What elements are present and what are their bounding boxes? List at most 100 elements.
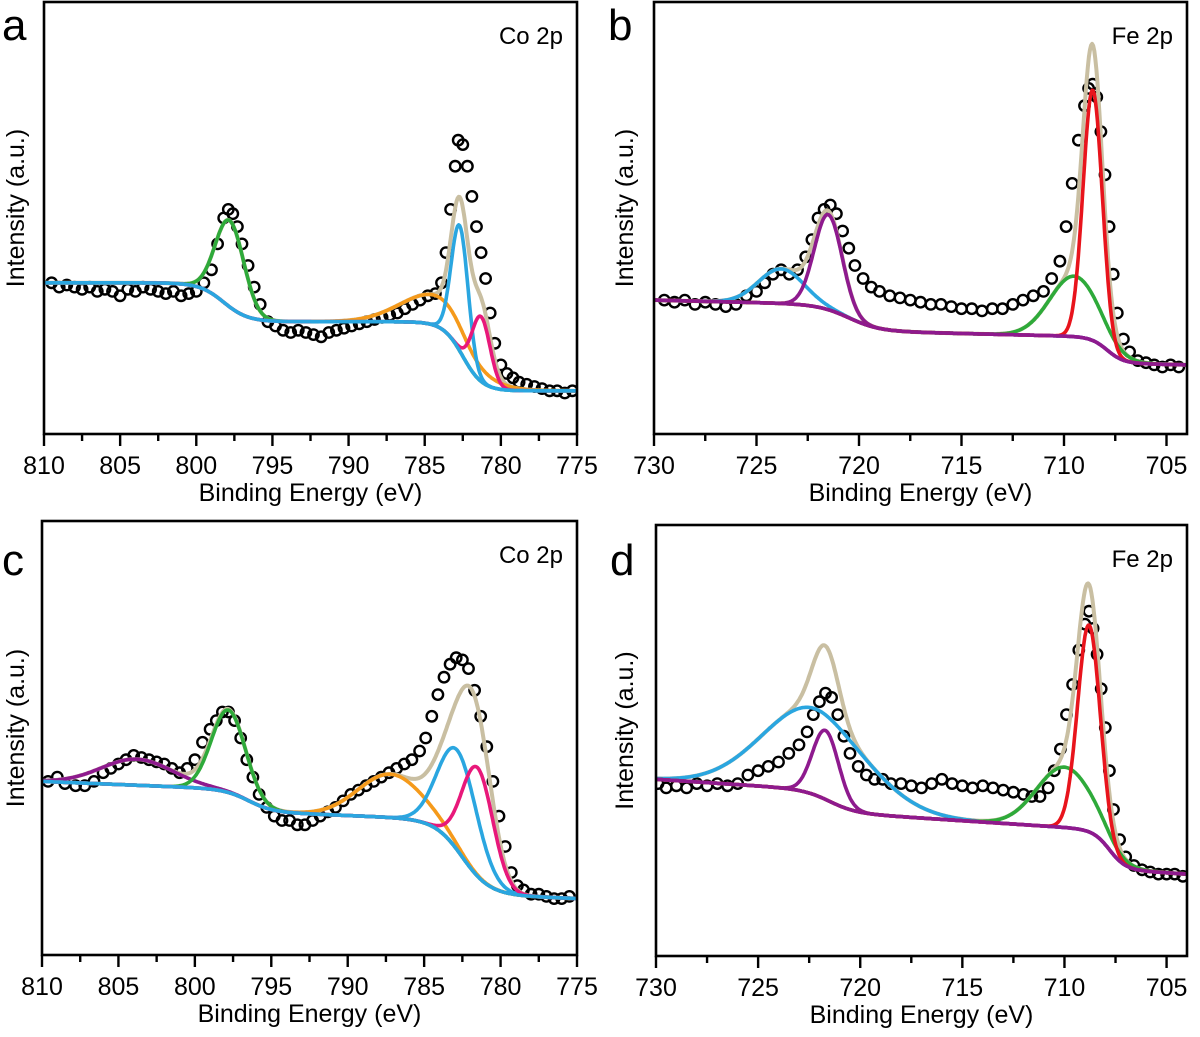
plot-frame	[652, 0, 1189, 436]
data-point	[851, 760, 865, 773]
data-point	[1065, 176, 1079, 190]
element-label: Co 2p	[499, 23, 563, 50]
data-point	[856, 272, 870, 285]
x-tick-label: 710	[1044, 974, 1086, 1002]
data-point	[751, 764, 765, 778]
data-point	[924, 297, 938, 311]
plot-area	[44, 133, 577, 400]
x-tick-label: 780	[480, 452, 522, 480]
panel-letter: d	[610, 536, 634, 585]
x-tick-label: 790	[328, 452, 370, 480]
panel-b: 730 725 720 715 710 705 Binding Energy (eV) Int…	[608, 0, 1189, 507]
panel-d: 730 725 720 715 710 705 Binding Energy (eV) Int…	[610, 523, 1189, 1029]
data-point	[883, 289, 897, 303]
data-point	[558, 386, 572, 400]
data-point	[474, 246, 488, 260]
x-tick-label: 775	[556, 973, 598, 1001]
panel-letter: b	[608, 1, 632, 50]
data-point	[419, 731, 433, 745]
data-point	[842, 241, 856, 255]
data-point	[985, 302, 999, 316]
data-point	[284, 326, 298, 339]
data-point	[486, 775, 500, 788]
data-point	[1045, 272, 1059, 285]
plot-area	[42, 651, 577, 905]
data-point	[329, 323, 343, 337]
data-point	[996, 302, 1009, 316]
data-point	[151, 284, 165, 298]
data-point	[761, 760, 775, 773]
data-point	[479, 272, 492, 285]
data-point	[1053, 254, 1067, 268]
data-point	[449, 651, 463, 665]
data-point	[276, 323, 290, 337]
envelope-fit-line	[654, 41, 1187, 367]
background-line	[656, 777, 1187, 876]
data-point	[322, 326, 336, 339]
x-tick-label: 725	[736, 452, 778, 480]
data-point	[470, 220, 483, 234]
x-tick-label: 800	[174, 973, 216, 1001]
data-point	[1006, 297, 1020, 311]
data-point	[893, 291, 907, 305]
data-point	[1007, 785, 1020, 799]
data-point	[800, 725, 814, 739]
data-point	[903, 293, 917, 307]
data-point	[975, 304, 989, 318]
data-point	[275, 814, 289, 827]
x-tick-label: 775	[556, 452, 598, 480]
data-point	[1172, 360, 1186, 374]
x-tick-label: 810	[23, 452, 65, 480]
element-label: Fe 2p	[1112, 23, 1173, 50]
data-point	[307, 328, 320, 341]
plot-area	[654, 41, 1187, 374]
data-point	[792, 738, 806, 752]
data-point	[965, 302, 979, 316]
y-axis-title: Intensity (a.u.)	[611, 651, 639, 809]
data-point	[336, 794, 350, 808]
data-point	[431, 688, 445, 701]
data-point	[1059, 220, 1073, 234]
data-point	[848, 259, 862, 272]
data-point	[914, 295, 927, 309]
x-axis-title: Binding Energy (eV)	[198, 1000, 422, 1028]
data-point	[1037, 284, 1050, 298]
element-label: Co 2p	[499, 542, 563, 569]
x-tick-label: 805	[98, 973, 140, 1001]
x-tick-label: 720	[839, 974, 881, 1002]
y-axis-title: Intensity (a.u.)	[611, 129, 639, 287]
data-point	[1025, 790, 1039, 803]
data-point	[299, 326, 313, 339]
y-axis-title: Intensity (a.u.)	[2, 649, 30, 807]
x-tick-label: 795	[250, 973, 292, 1001]
data-point	[945, 777, 959, 790]
data-point	[741, 768, 755, 782]
x-tick-label: 725	[737, 974, 779, 1002]
experimental-data	[45, 133, 577, 400]
y-axis-title: Intensity (a.u.)	[2, 129, 30, 287]
data-point	[1016, 293, 1030, 307]
data-point	[813, 695, 826, 709]
x-axis-title: Binding Energy (eV)	[199, 479, 423, 507]
background-line	[42, 779, 577, 901]
data-point	[976, 779, 990, 793]
data-point	[460, 159, 474, 173]
element-label: Fe 2p	[1112, 546, 1173, 573]
x-tick-label: 810	[21, 973, 63, 1001]
data-point	[182, 287, 196, 300]
data-point	[226, 207, 240, 221]
data-point	[455, 653, 469, 667]
data-point	[1041, 781, 1055, 795]
data-point	[873, 284, 886, 298]
panel-c: 810 805 800 795 790 785 780 775 Binding Energy (…	[2, 519, 598, 1028]
data-point	[825, 691, 838, 704]
x-axis: 730 725 720 715 710 705	[633, 434, 1187, 480]
data-point	[405, 753, 419, 767]
data-point	[1017, 788, 1030, 801]
experimental-data	[656, 604, 1187, 883]
x-axis: 810 805 800 795 790 785 780 775	[23, 434, 598, 480]
x-tick-label: 790	[327, 973, 369, 1001]
component-line	[42, 708, 577, 901]
background-line	[654, 298, 1187, 367]
x-tick-label: 780	[480, 973, 522, 1001]
